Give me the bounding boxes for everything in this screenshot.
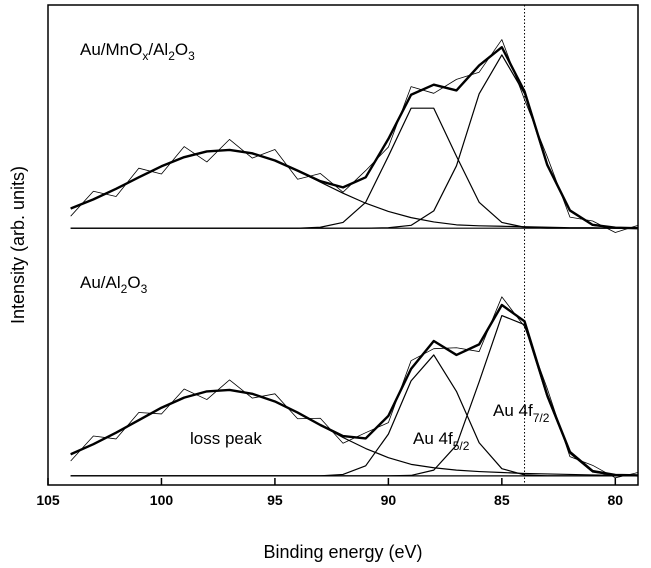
annotation: Au 4f7/2: [493, 401, 550, 425]
annotation-text: Au 4f: [493, 401, 533, 420]
annotation-text: O: [175, 40, 188, 59]
plot-frame: [47, 4, 639, 486]
component-line: [70, 389, 638, 476]
x-tick-label: 100: [150, 492, 174, 508]
component-line: [70, 314, 639, 477]
annotation-sub: x: [142, 49, 148, 63]
annotation: loss peak: [190, 429, 262, 448]
annotation-text: /Al: [148, 40, 168, 59]
x-tick-label: 90: [381, 492, 397, 508]
x-tick-label: 105: [36, 492, 60, 508]
component-line: [70, 354, 638, 477]
envelope-line: [70, 46, 639, 230]
y-axis-title: Intensity (arb. units): [8, 166, 28, 324]
annotation-text: O: [127, 273, 140, 292]
annotation-text: Au/Al: [80, 273, 121, 292]
annotation-text: Au 4f: [413, 429, 453, 448]
annotation: Au/Al2O3: [80, 273, 148, 296]
x-tick-label: 80: [608, 492, 624, 508]
x-axis-title: Binding energy (eV): [263, 542, 422, 562]
x-tick-label: 95: [267, 492, 283, 508]
component-line: [70, 149, 638, 229]
x-tick-label: 85: [494, 492, 510, 508]
envelope-line: [70, 303, 639, 477]
data-line: [70, 39, 639, 233]
annotation-sub: 2: [121, 282, 128, 296]
component-line: [70, 54, 639, 229]
annotation-sub: 2: [168, 49, 175, 63]
annotation-sub: 3: [188, 49, 195, 63]
annotation-sub: 3: [141, 282, 148, 296]
annotation-sub: 7/2: [533, 411, 550, 425]
data-line: [70, 296, 639, 479]
annotation: Au/MnOx/Al2O3: [80, 40, 195, 63]
annotation-text: Au/MnO: [80, 40, 142, 59]
